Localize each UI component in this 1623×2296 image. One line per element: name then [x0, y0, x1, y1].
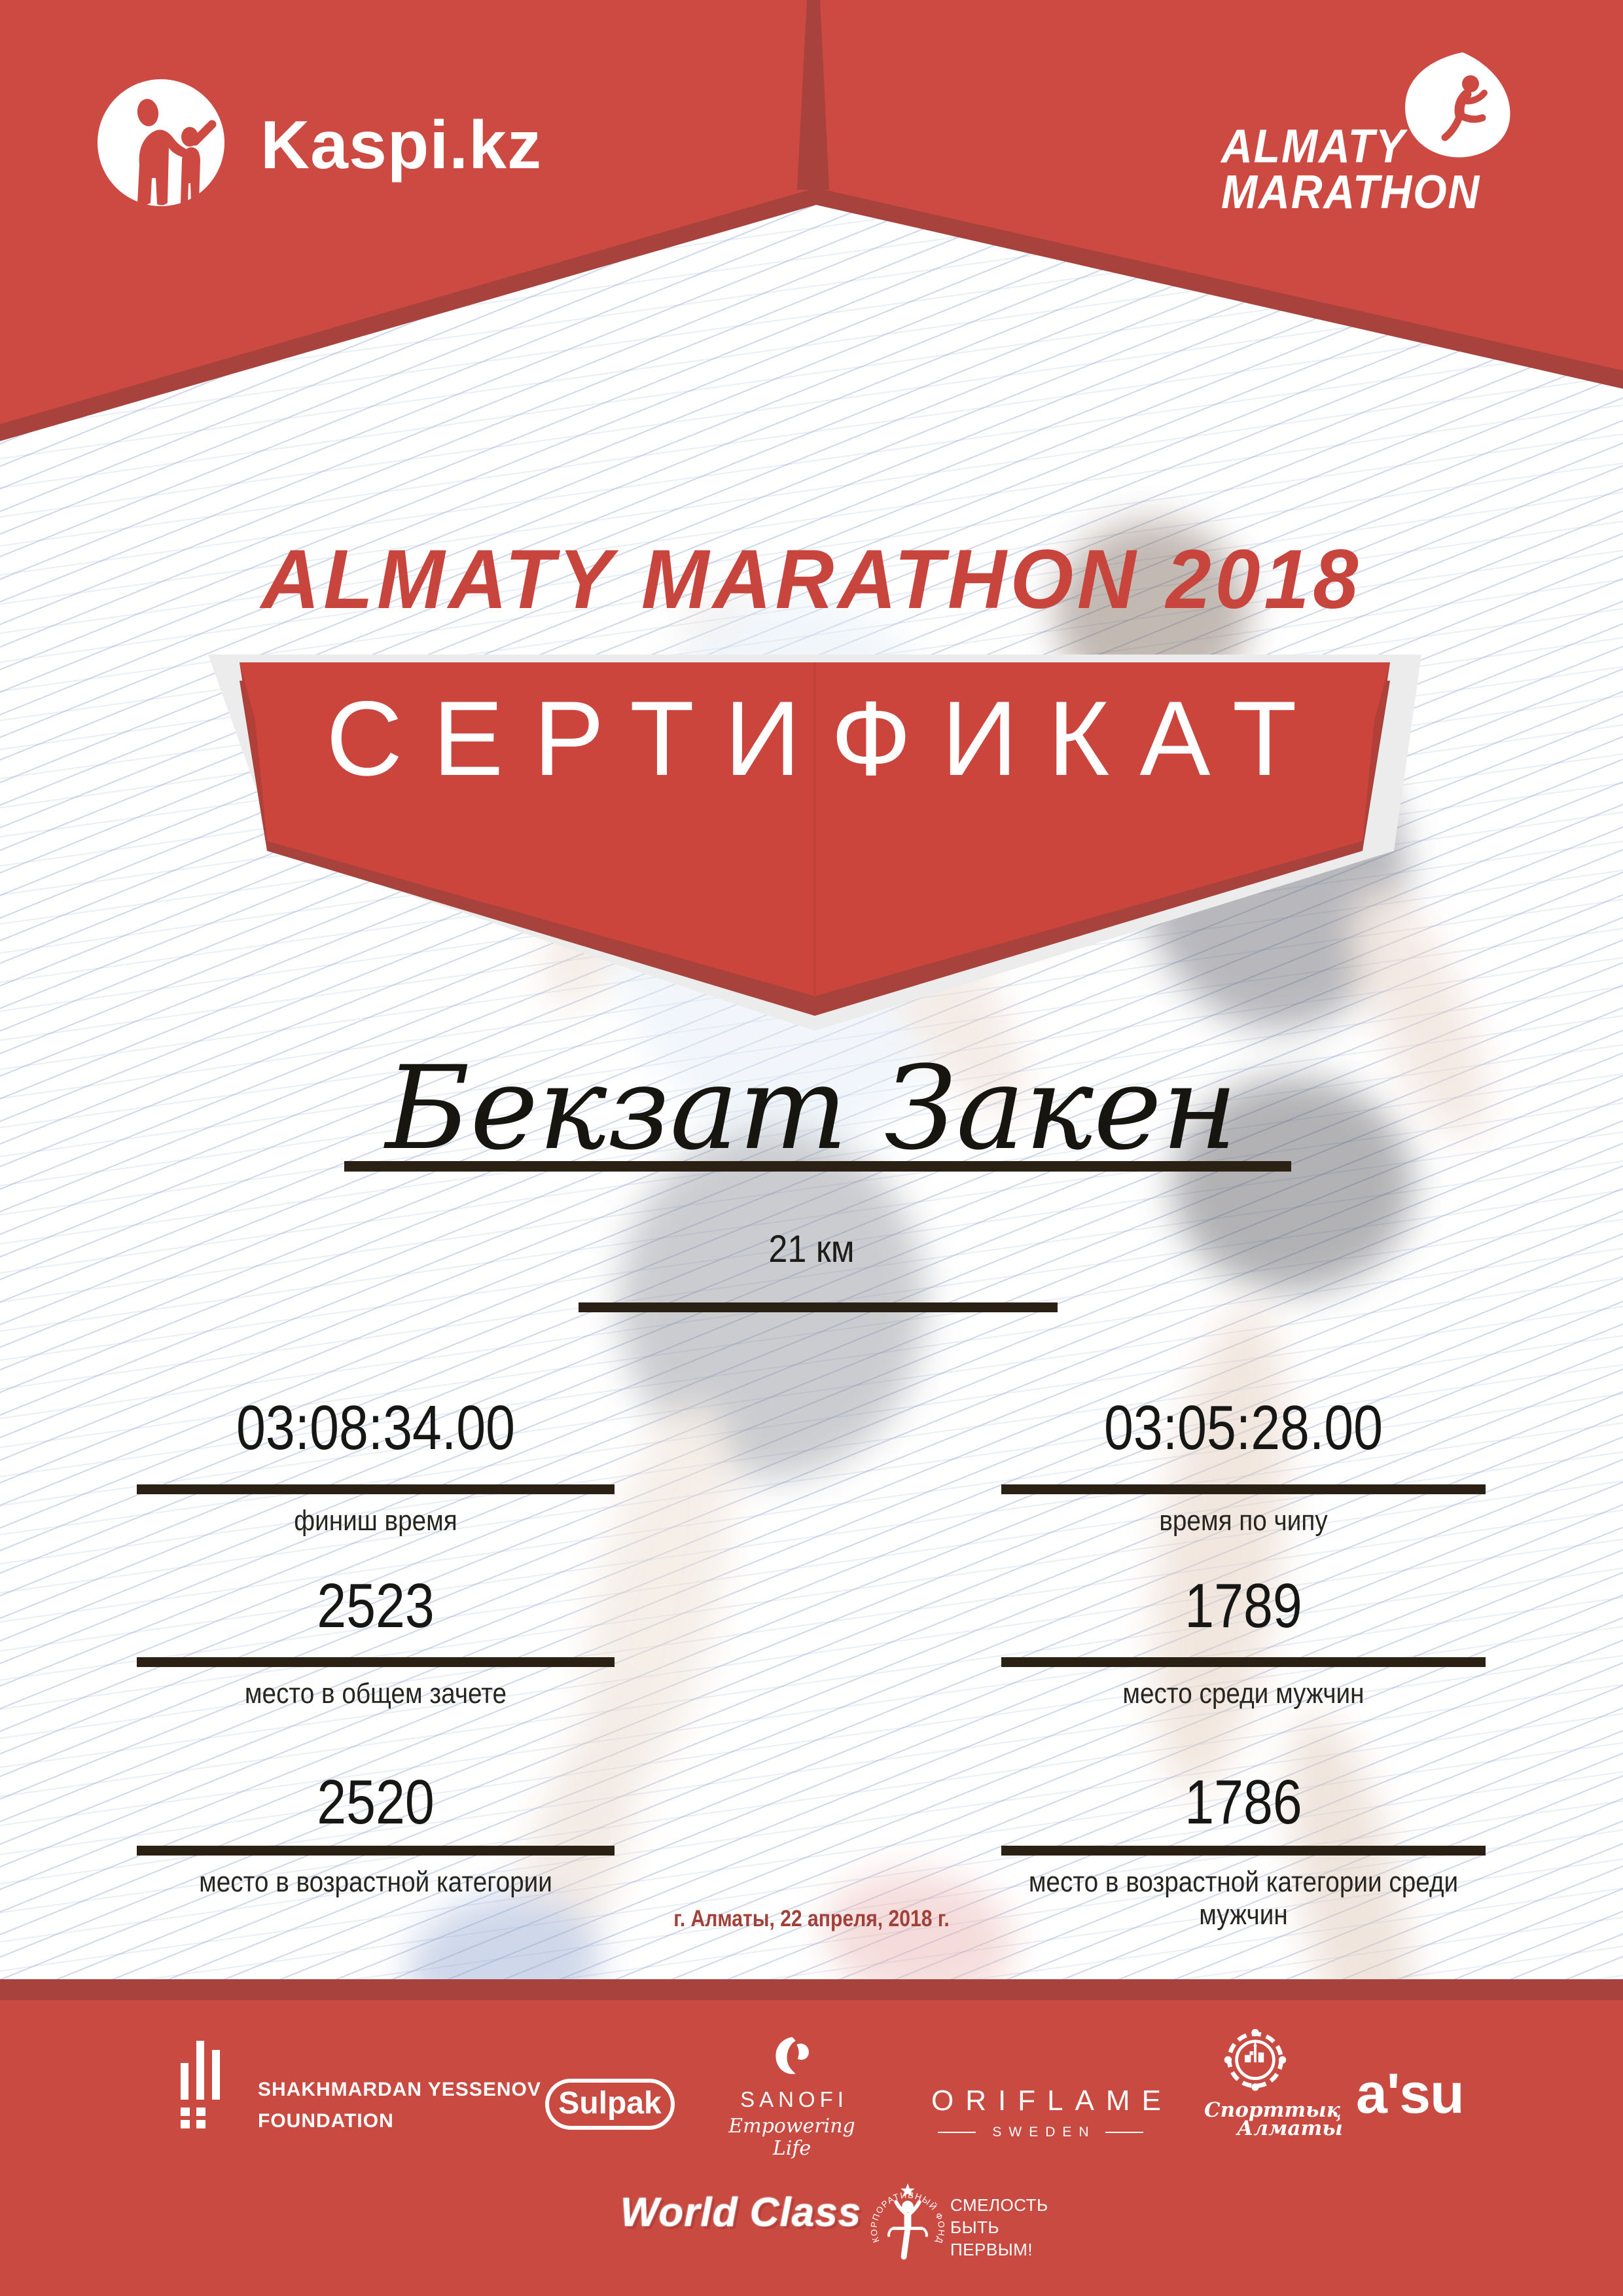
distance-underline [579, 1302, 1058, 1312]
men-place-label: место среди мужчин [1122, 1677, 1364, 1710]
finish-time-underline [137, 1484, 615, 1494]
certificate-label: СЕРТИФИКАТ [326, 679, 1327, 798]
sulpak-logo-text: Sulpak [558, 2086, 662, 2121]
oriflame-sweden-row: SWEDEN [919, 2125, 1162, 2140]
almaty-marathon-logo-line1: ALMATY [1221, 120, 1406, 173]
footer-accent-strip [0, 1979, 1623, 2000]
sanofi-logo: SANOFI Empowering Life [717, 2033, 867, 2160]
corporate-fund-slogan: СМЕЛОСТЬ БЫТЬ ПЕРВЫМ! [950, 2194, 1048, 2261]
men-place-value: 1789 [1185, 1571, 1302, 1641]
result-age-category-place: 2520 место в возрастной категории [107, 1771, 644, 1899]
almaty-marathon-logo-line2: MARATHON [1221, 166, 1481, 219]
overall-place-underline [137, 1657, 615, 1667]
oriflame-country: SWEDEN [992, 2125, 1096, 2140]
age-place-label: место в возрастной категории [199, 1866, 552, 1898]
date-location: г. Алматы, 22 апреля, 2018 г. [673, 1906, 950, 1931]
yessenov-line1: SHAKHMARDAN YESSENOV [258, 2079, 541, 2100]
name-underline [344, 1161, 1291, 1172]
corporate-fund-emblem-icon: КОРПОРАТИВНЫЙ ФОНД [869, 2183, 946, 2260]
overall-place-label: место в общем зачете [244, 1677, 507, 1710]
sulpak-logo: Sulpak [545, 2079, 675, 2130]
result-age-category-men-place: 1786 место в возрастной категории среди … [975, 1771, 1512, 1931]
yessenov-foundation-text: SHAKHMARDAN YESSENOV FOUNDATION [258, 2080, 541, 2131]
sporttyk-line2: Алматы [1237, 2117, 1343, 2140]
fund-slogan-line1: СМЕЛОСТЬ [950, 2195, 1048, 2215]
oriflame-left-rule [938, 2132, 976, 2133]
finish-time-label: финиш время [294, 1505, 457, 1537]
chip-time-value: 03:05:28.00 [1103, 1393, 1383, 1463]
finish-time-value: 03:08:34.00 [236, 1393, 515, 1463]
fund-slogan-line3: ПЕРВЫМ! [950, 2240, 1033, 2259]
result-men-place: 1789 место среди мужчин [975, 1575, 1512, 1710]
sponsor-footer: SHAKHMARDAN YESSENOV FOUNDATION Sulpak S… [0, 1979, 1623, 2296]
oriflame-logo-text: ORIFLAME [931, 2085, 1173, 2117]
distance: 21 км [768, 1228, 855, 1270]
chip-time-underline [1001, 1484, 1486, 1494]
oriflame-logo: ORIFLAME SWEDEN [919, 2085, 1162, 2140]
kaspi-icon [98, 79, 224, 206]
yessenov-foundation-icon [181, 2041, 220, 2128]
sanofi-bird-icon [776, 2037, 809, 2074]
event-title: ALMATY MARATHON 2018 [260, 533, 1363, 626]
sporttyk-logo-text: Спорттық Алматы [1203, 2100, 1343, 2140]
sporttyk-emblem-icon [1224, 2029, 1287, 2091]
runner-name: Бекзат Закен [385, 1041, 1238, 1175]
result-overall-place: 2523 место в общем зачете [107, 1575, 644, 1710]
age-place-value: 2520 [317, 1767, 435, 1837]
result-chip-time: 03:05:28.00 время по чипу [975, 1397, 1512, 1537]
men-place-underline [1001, 1657, 1486, 1667]
sanofi-tagline: Empowering Life [728, 2115, 855, 2160]
world-class-logo: World Class [620, 2190, 862, 2235]
footer-band: SHAKHMARDAN YESSENOV FOUNDATION Sulpak S… [0, 2000, 1623, 2296]
age-men-place-value: 1786 [1185, 1767, 1302, 1837]
kaspi-logo-text: Kaspi.kz [260, 107, 542, 183]
sporttyk-almaty-logo: Спорттық Алматы [1203, 2029, 1343, 2140]
certificate-ribbon [208, 655, 1421, 1031]
result-finish-time: 03:08:34.00 финиш время [107, 1397, 644, 1537]
oriflame-right-rule [1105, 2132, 1143, 2133]
sanofi-logo-text: SANOFI [740, 2087, 848, 2111]
header-banner [0, 0, 1623, 441]
age-place-underline [137, 1846, 615, 1856]
age-men-place-label: место в возрастной категории среди мужчи… [1028, 1866, 1459, 1931]
overall-place-value: 2523 [317, 1571, 435, 1641]
almaty-marathon-runner-icon [1405, 52, 1510, 158]
age-men-place-underline [1001, 1846, 1486, 1856]
chip-time-label: время по чипу [1159, 1505, 1328, 1537]
yessenov-line2: FOUNDATION [258, 2110, 394, 2132]
asu-logo: a'su [1356, 2062, 1465, 2125]
fund-slogan-line2: БЫТЬ [950, 2217, 1000, 2237]
